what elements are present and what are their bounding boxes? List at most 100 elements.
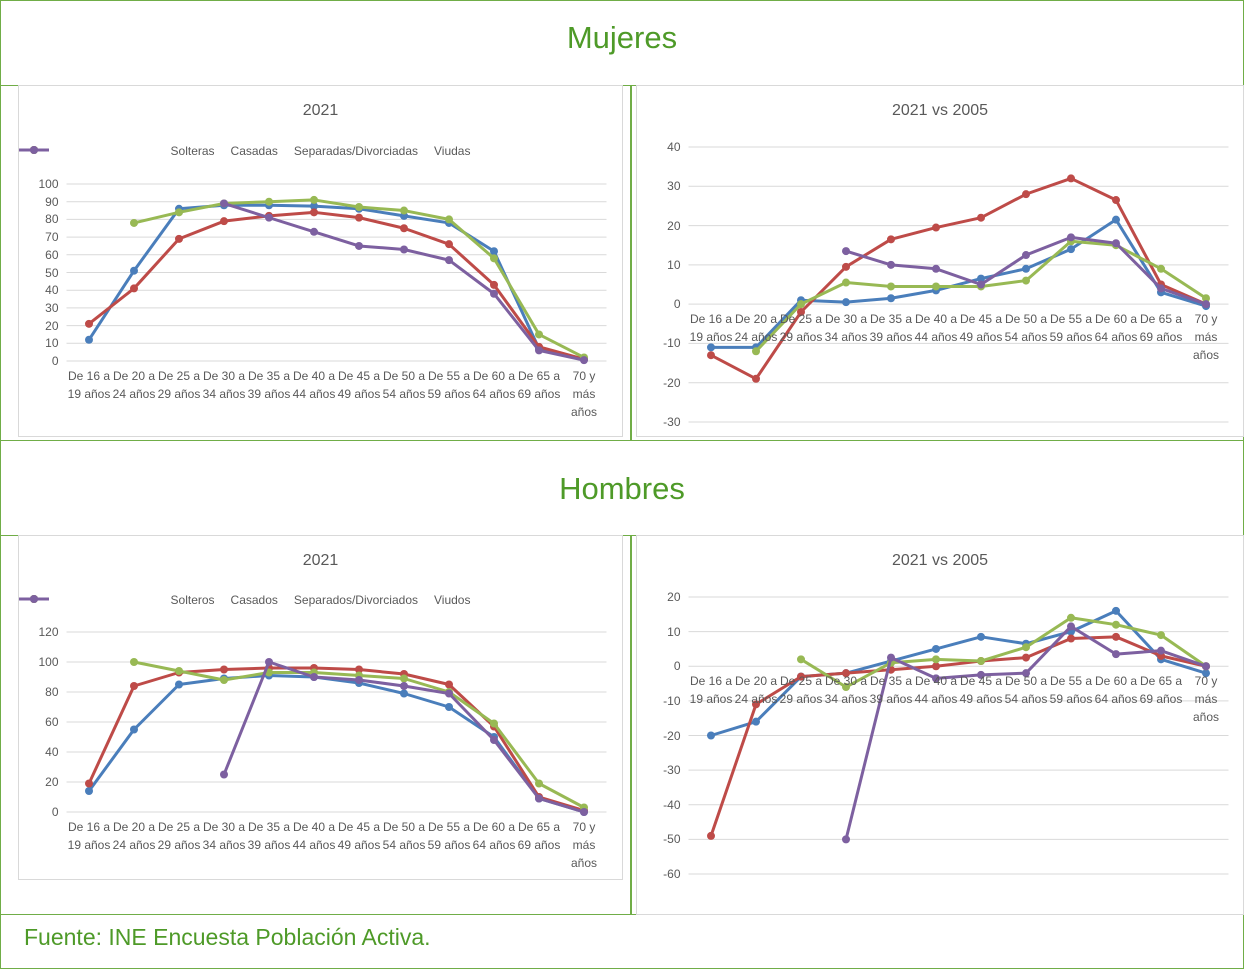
x-tick-label: De 50 a 54 años [382, 369, 426, 401]
point [977, 670, 985, 679]
y-tick-label: 50 [45, 265, 59, 280]
x-tick-label: De 65 a 69 años [1139, 674, 1183, 707]
y-tick-label: -10 [663, 693, 681, 708]
point [932, 655, 940, 664]
point [310, 195, 318, 204]
x-tick-label: 70 y más años [1192, 674, 1220, 725]
chart: 2021 vs 2005 -60 -50 -40 -30 -20 -10 0 10 20 De 16… [636, 535, 1244, 915]
point [85, 787, 93, 795]
legend-label: Solteros [170, 593, 215, 607]
point [842, 247, 850, 256]
x-tick-label: De 35 a 39 años [247, 369, 291, 401]
series-line [87, 666, 585, 812]
y-tick-label: -20 [663, 375, 681, 390]
y-tick-label: 40 [45, 283, 59, 298]
point [355, 213, 363, 222]
x-tick-label: De 30 a 34 años [202, 369, 246, 401]
divider [630, 535, 632, 915]
point [797, 672, 805, 681]
point [220, 217, 228, 226]
series-line [800, 616, 1207, 689]
point [797, 655, 805, 664]
point [842, 278, 850, 287]
chart: 2021 vs 2005 -30 -20 -10 0 10 20 30 40 De 16 a 19… [636, 85, 1244, 437]
point [1022, 643, 1030, 652]
y-tick-label: 40 [45, 745, 59, 759]
x-tick-label: De 45 a 49 años [959, 674, 1003, 707]
x-tick-label: De 40 a 44 años [292, 369, 336, 401]
point [130, 725, 138, 734]
point [1067, 233, 1075, 242]
point [220, 665, 228, 674]
point [977, 632, 985, 641]
y-tick-label: 0 [51, 354, 59, 368]
point [1112, 620, 1120, 629]
point [355, 241, 363, 250]
y-tick-label: 100 [38, 177, 59, 191]
point [977, 274, 985, 283]
point [175, 667, 183, 675]
point [535, 794, 543, 803]
chart-plot [688, 146, 1229, 423]
point [887, 653, 895, 662]
point [310, 673, 318, 681]
point [85, 335, 93, 344]
point [490, 289, 498, 298]
point [752, 347, 760, 356]
point [932, 644, 940, 653]
chart-plot [66, 631, 607, 816]
point [355, 665, 363, 674]
x-tick-label: De 16 a 19 años [689, 312, 733, 345]
y-tick-label: 80 [45, 212, 59, 227]
point [887, 294, 895, 303]
point [707, 831, 715, 840]
point [400, 689, 408, 698]
legend-item: Casados [19, 593, 278, 607]
point [490, 254, 498, 263]
point [1112, 606, 1120, 615]
legend-label: Viudos [434, 593, 471, 607]
x-tick-label: De 60 a 64 años [1094, 312, 1138, 345]
legend-item: Solteros [19, 593, 215, 607]
x-tick-label: De 45 a 49 años [337, 820, 381, 852]
y-tick-label: 0 [673, 297, 681, 312]
x-tick-label: De 65 a 69 años [1139, 312, 1183, 345]
x-tick-label: De 40 a 44 años [914, 674, 958, 707]
point [310, 227, 318, 236]
x-tick-label: De 65 a 69 años [517, 369, 561, 401]
point [400, 674, 408, 683]
y-tick-label: 0 [51, 805, 59, 819]
point [1112, 239, 1120, 248]
point [1157, 284, 1165, 293]
x-tick-label: De 65 a 69 años [517, 820, 561, 852]
y-tick-label: 20 [667, 218, 681, 233]
point [752, 374, 760, 383]
y-tick-label: -60 [663, 867, 681, 881]
x-tick-label: De 30 a 34 años [824, 674, 868, 707]
point [932, 223, 940, 232]
point [130, 284, 138, 293]
chart-title: 2021 vs 2005 [891, 102, 989, 119]
point [887, 260, 895, 269]
point [707, 731, 715, 740]
y-tick-label: 100 [38, 655, 59, 669]
x-tick-label: 70 y más años [1192, 312, 1220, 363]
chart-plot [66, 183, 607, 365]
point [1157, 646, 1165, 655]
point [1022, 190, 1030, 199]
legend-item: Separados/Divorciados [19, 593, 418, 607]
point [1022, 251, 1030, 260]
point [490, 280, 498, 289]
point [175, 234, 183, 243]
chart: 2021 0 20 40 60 80 100 120 De 16 a 19 años De 20 … [18, 535, 623, 880]
legend-item: Separadas/Divorciadas [19, 144, 418, 158]
point [400, 682, 408, 690]
point [707, 351, 715, 360]
point [842, 262, 850, 271]
point [1112, 632, 1120, 641]
point [310, 208, 318, 217]
y-tick-label: -20 [663, 728, 681, 743]
legend-marker [30, 595, 38, 603]
point [400, 245, 408, 254]
